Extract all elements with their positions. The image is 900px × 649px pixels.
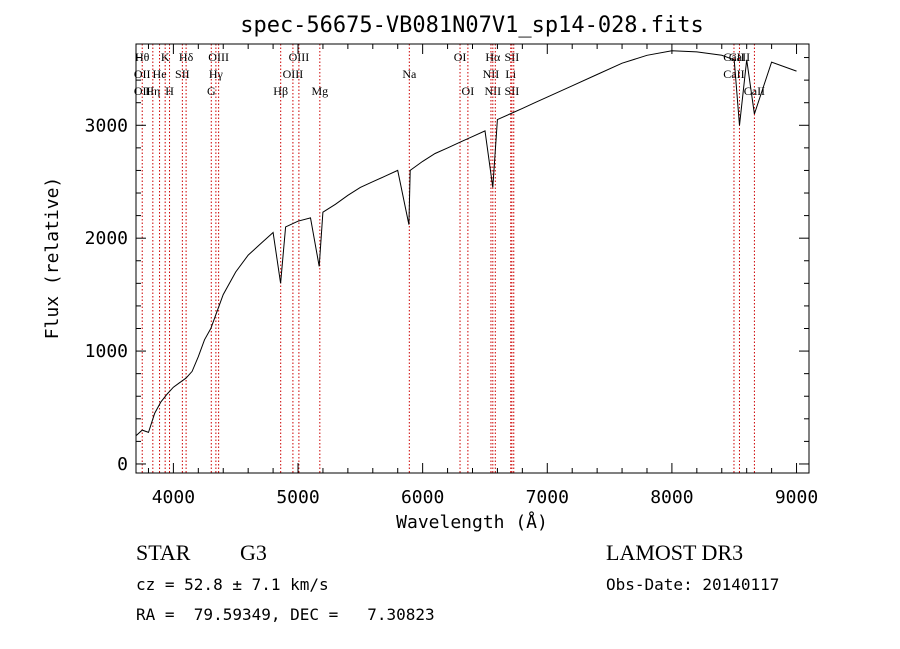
line-marker-label: Hγ	[209, 67, 224, 81]
line-marker-label: Hδ	[179, 50, 194, 64]
y-axis-label: Flux (relative)	[42, 177, 63, 340]
x-tick-label: 4000	[152, 487, 195, 508]
plot-frame	[135, 43, 810, 474]
observation-date: Obs-Date: 20140117	[606, 575, 779, 594]
line-marker-label: H	[165, 84, 174, 98]
line-marker-label: Hβ	[273, 84, 288, 98]
x-tick-label: 6000	[401, 487, 444, 508]
line-marker-label: OII	[134, 67, 151, 81]
line-marker-label: CaII	[723, 67, 744, 81]
object-class: STAR	[136, 540, 191, 565]
object-subclass: G3	[240, 540, 267, 565]
redshift-value: cz = 52.8 ± 7.1 km/s	[136, 575, 329, 594]
y-tick-label: 2000	[85, 228, 128, 249]
line-marker-label: NII	[484, 84, 501, 98]
x-axis-label: Wavelength (Å)	[396, 511, 548, 533]
line-marker-label: Hη	[145, 84, 160, 98]
line-marker-label: SII	[505, 84, 520, 98]
line-marker-label: OIII	[289, 50, 310, 64]
y-tick-label: 3000	[85, 115, 128, 136]
line-marker-label: Hα	[485, 50, 501, 64]
spectrum-series-line	[135, 50, 797, 437]
line-marker-label: Hθ	[135, 50, 150, 64]
line-marker-label: G	[207, 84, 216, 98]
line-marker-label: He	[153, 67, 167, 81]
line-marker-label: Mg	[311, 84, 328, 98]
line-marker-label: OIII	[283, 67, 304, 81]
line-marker-label: NII	[483, 67, 500, 81]
y-tick-label: 0	[117, 454, 128, 475]
y-tick-label: 1000	[85, 341, 128, 362]
line-marker-label: SII	[505, 50, 520, 64]
line-marker-label: Li	[505, 67, 516, 81]
line-marker-label: OII	[134, 84, 151, 98]
x-tick-label: 7000	[526, 487, 569, 508]
line-marker-label: CaII	[744, 84, 765, 98]
x-tick-label: 9000	[775, 487, 818, 508]
x-tick-label: 5000	[276, 487, 319, 508]
line-marker-label: OIII	[208, 50, 229, 64]
x-tick-label: 8000	[650, 487, 693, 508]
chart-title: spec-56675-VB081N07V1_sp14-028.fits	[240, 13, 704, 38]
survey-name: LAMOST DR3	[606, 540, 743, 565]
line-marker-label: SII	[175, 67, 190, 81]
x-axis: 4000 5000 6000 7000 8000 9000	[147, 44, 818, 508]
line-marker-label: K	[161, 50, 170, 64]
line-marker-label: OI	[462, 84, 475, 98]
y-axis: 0 1000 2000 3000	[85, 57, 809, 475]
line-marker-label: CaII	[723, 50, 744, 64]
line-marker-label: OI	[454, 50, 467, 64]
line-marker-label: Na	[402, 67, 417, 81]
spectral-line-markers: HθOIIOIIHηHeKHSIIHδGHγOIIIHβOIIIOIIIMgNa…	[134, 44, 765, 473]
coordinates: RA = 79.59349, DEC = 7.30823	[136, 605, 435, 624]
